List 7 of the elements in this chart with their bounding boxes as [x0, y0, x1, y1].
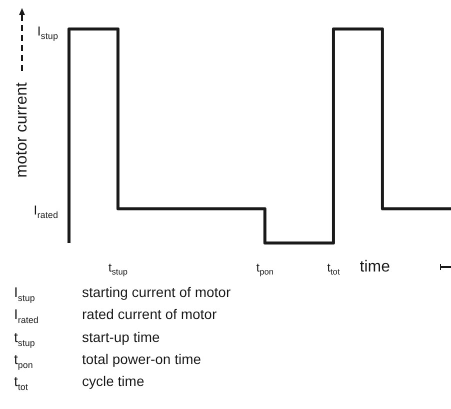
text: I$_{stup}$ starting current of motor — [14, 284, 231, 303]
x-axis-title: time — [360, 258, 390, 276]
text: I$_{rated}$ rated current of motor — [14, 306, 217, 326]
y-axis-title: motor current — [13, 82, 30, 178]
text: t$_{tot}$ cycle time — [14, 373, 144, 392]
text: t$_{stup}$ start-up time — [14, 328, 160, 348]
text: t$_{pon}$ total power-on time — [14, 350, 202, 370]
